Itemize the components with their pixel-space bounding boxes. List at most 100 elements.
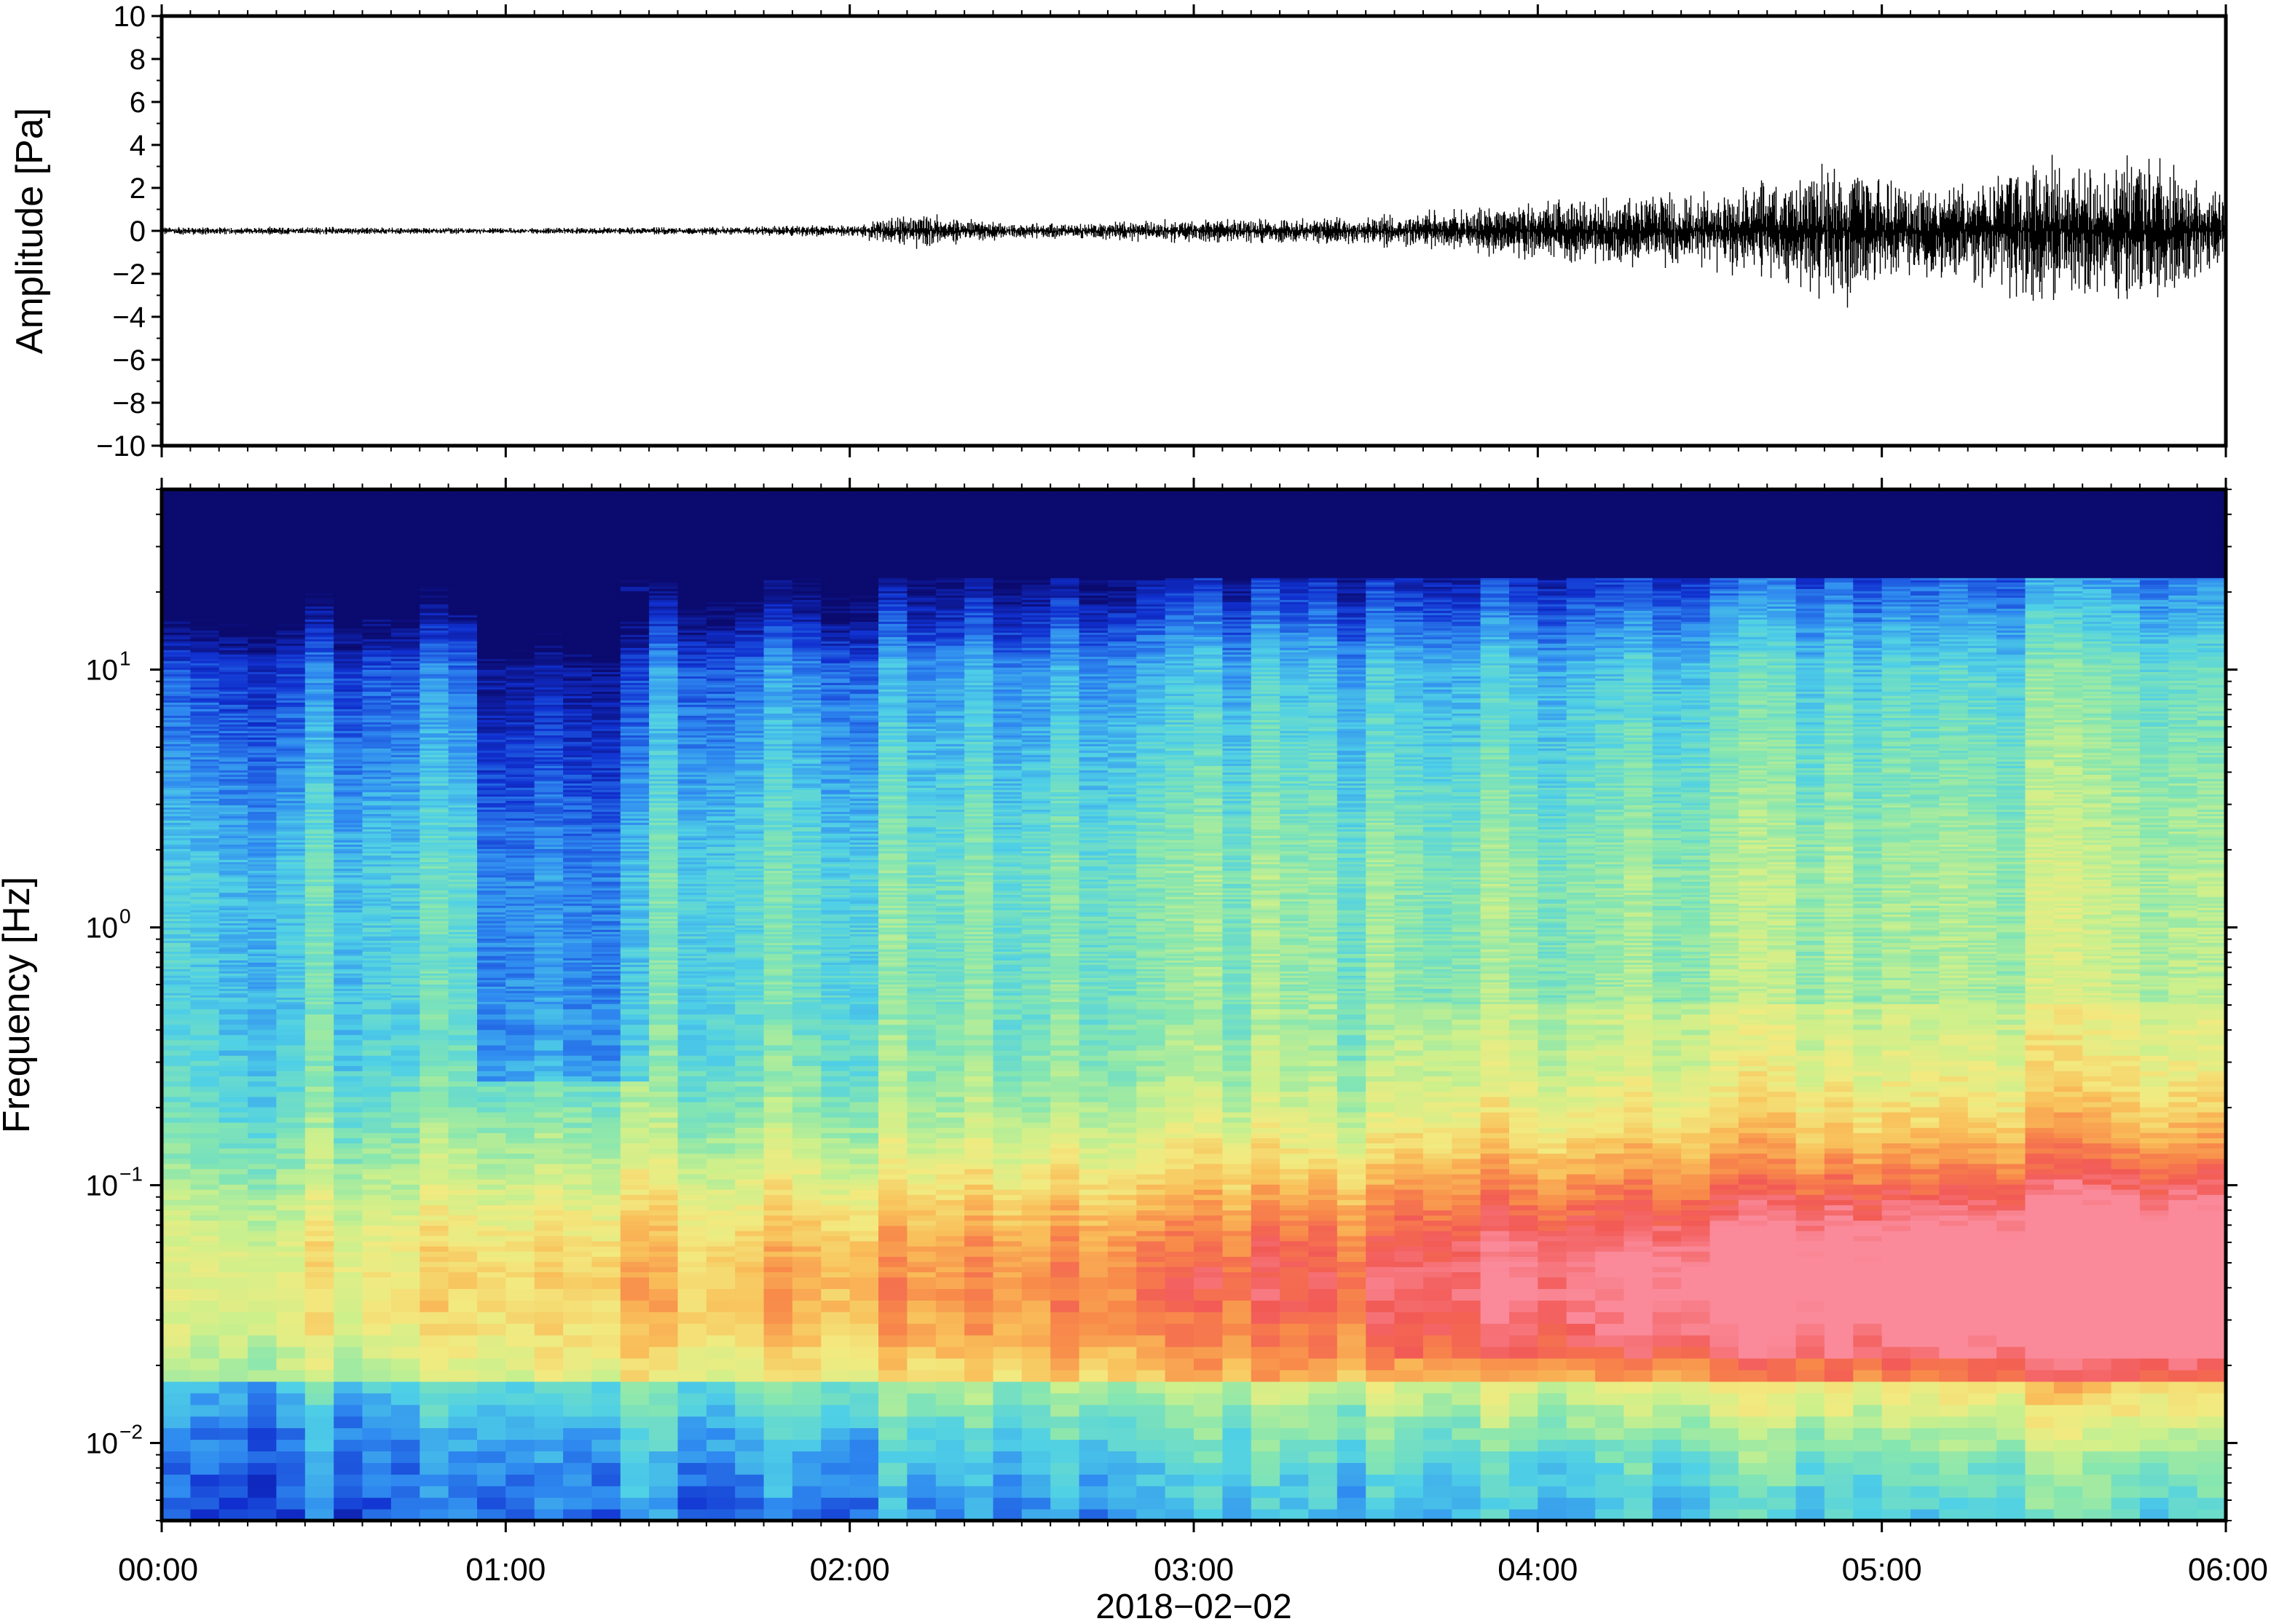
spectrogram-cell <box>276 1497 306 1510</box>
spectrogram-cell <box>162 501 192 504</box>
spectrogram-cell <box>448 641 478 644</box>
spectrogram-cell <box>304 523 334 526</box>
spectrogram-cell <box>304 789 334 792</box>
spectrogram-cell <box>190 543 220 545</box>
spectrogram-cell <box>420 866 449 869</box>
spectrogram-cell <box>190 792 220 795</box>
spectrogram-cell <box>448 881 478 884</box>
spectrogram-cell <box>390 1277 421 1289</box>
spectrogram-cell <box>162 492 192 495</box>
spectrogram-cell <box>334 918 363 921</box>
spectrogram-cell <box>219 1060 248 1066</box>
spectrogram-cell <box>448 525 478 528</box>
spectrogram-cell <box>248 1335 278 1347</box>
spectrogram-cell <box>591 1143 621 1149</box>
spectrogram-cell <box>162 931 192 934</box>
spectrogram-cell <box>190 934 220 937</box>
spectrogram-cell <box>162 713 192 716</box>
spectrogram-cell <box>276 1050 306 1056</box>
spectrogram-cell <box>448 514 478 517</box>
spectrogram-cell <box>248 837 278 840</box>
spectrogram-cell <box>248 724 278 727</box>
spectrogram-cell <box>248 754 278 757</box>
spectrogram-cell <box>219 772 248 775</box>
spectrogram-cell <box>390 835 421 838</box>
spectrogram-cell <box>390 678 421 681</box>
spectrogram-cell <box>219 538 248 541</box>
spectrogram-cell <box>505 1158 535 1164</box>
spectrogram-cell <box>276 803 306 805</box>
spectrogram-cell <box>420 811 449 814</box>
spectrogram-cell <box>420 628 449 631</box>
spectrogram-cell <box>276 1019 306 1025</box>
spectrogram-cell <box>420 770 449 773</box>
spectrogram-cell <box>390 1194 421 1200</box>
spectrogram-cell <box>420 1039 449 1046</box>
spectrogram-cell <box>448 1122 478 1128</box>
spectrogram-cell <box>248 761 278 764</box>
spectrogram-cell <box>390 1127 421 1133</box>
spectrogram-cell <box>420 958 449 961</box>
spectrogram-cell <box>505 1004 535 1009</box>
spectrogram-cell <box>390 1184 421 1190</box>
spectrogram-cell <box>162 698 192 701</box>
spectrogram-cell <box>334 750 363 753</box>
spectrogram-cell <box>162 715 192 718</box>
spectrogram-cell <box>248 501 278 504</box>
spectrogram-cell <box>304 505 334 508</box>
spectrogram-cell <box>334 602 363 604</box>
spectrogram-cell <box>334 1451 363 1463</box>
spectrogram-cell <box>448 652 478 655</box>
spectrogram-cell <box>420 1215 449 1221</box>
spectrogram-cell <box>276 848 306 851</box>
spectrogram-cell <box>477 1251 507 1257</box>
spectrogram-cell <box>448 1335 478 1347</box>
spectrogram-cell <box>505 1106 535 1113</box>
spectrogram-cell <box>276 1427 306 1440</box>
spectrogram-cell <box>334 1358 363 1371</box>
spectrogram-cell <box>304 988 334 991</box>
spectrogram-cell <box>420 717 449 720</box>
spectrogram-cell <box>162 510 192 513</box>
spectrogram-cell <box>304 800 334 803</box>
spectrogram-cell <box>276 923 306 926</box>
spectrogram-cell <box>304 560 334 563</box>
spectrogram-cell <box>276 879 306 882</box>
spectrogram-cell <box>219 879 248 882</box>
spectrogram-cell <box>276 750 306 753</box>
spectrogram-cell <box>162 722 192 725</box>
spectrogram-cell <box>334 573 363 576</box>
spectrogram-cell <box>390 988 421 991</box>
spectrogram-cell <box>219 1163 248 1170</box>
spectrogram-cell <box>334 501 363 504</box>
spectrogram-cell <box>362 619 392 622</box>
spectrogram-cell <box>304 1261 334 1267</box>
spectrogram-cell <box>162 1143 192 1149</box>
spectrogram-cell <box>304 1173 334 1180</box>
spectrogram-cell <box>362 977 392 980</box>
spectrogram-cell <box>362 741 392 744</box>
spectrogram-cell <box>219 588 248 591</box>
spectrogram-cell <box>276 781 306 784</box>
spectrogram-cell <box>304 706 334 709</box>
spectrogram-cell <box>276 1173 306 1180</box>
spectrogram-cell <box>304 1081 334 1087</box>
spectrogram-cell <box>362 990 392 993</box>
spectrogram-cell <box>162 661 192 663</box>
spectrogram-cell <box>162 1091 192 1097</box>
spectrogram-cell <box>219 1194 248 1200</box>
spectrogram-cell <box>248 1158 278 1164</box>
spectrogram-cell <box>162 532 192 535</box>
spectrogram-cell <box>304 538 334 541</box>
spectrogram-cell <box>448 1050 478 1056</box>
spectrogram-cell <box>248 1416 278 1429</box>
spectrogram-cell <box>276 813 306 816</box>
spectrogram-cell <box>219 545 248 548</box>
spectrogram-cell <box>162 1189 192 1195</box>
spectrogram-cell <box>248 1132 278 1138</box>
spectrogram-cell <box>448 1392 478 1406</box>
spectrogram-cell <box>420 606 449 609</box>
spectrogram-cell <box>334 720 363 722</box>
spectrogram-cell <box>334 864 363 867</box>
spectrogram-cell <box>334 746 363 749</box>
